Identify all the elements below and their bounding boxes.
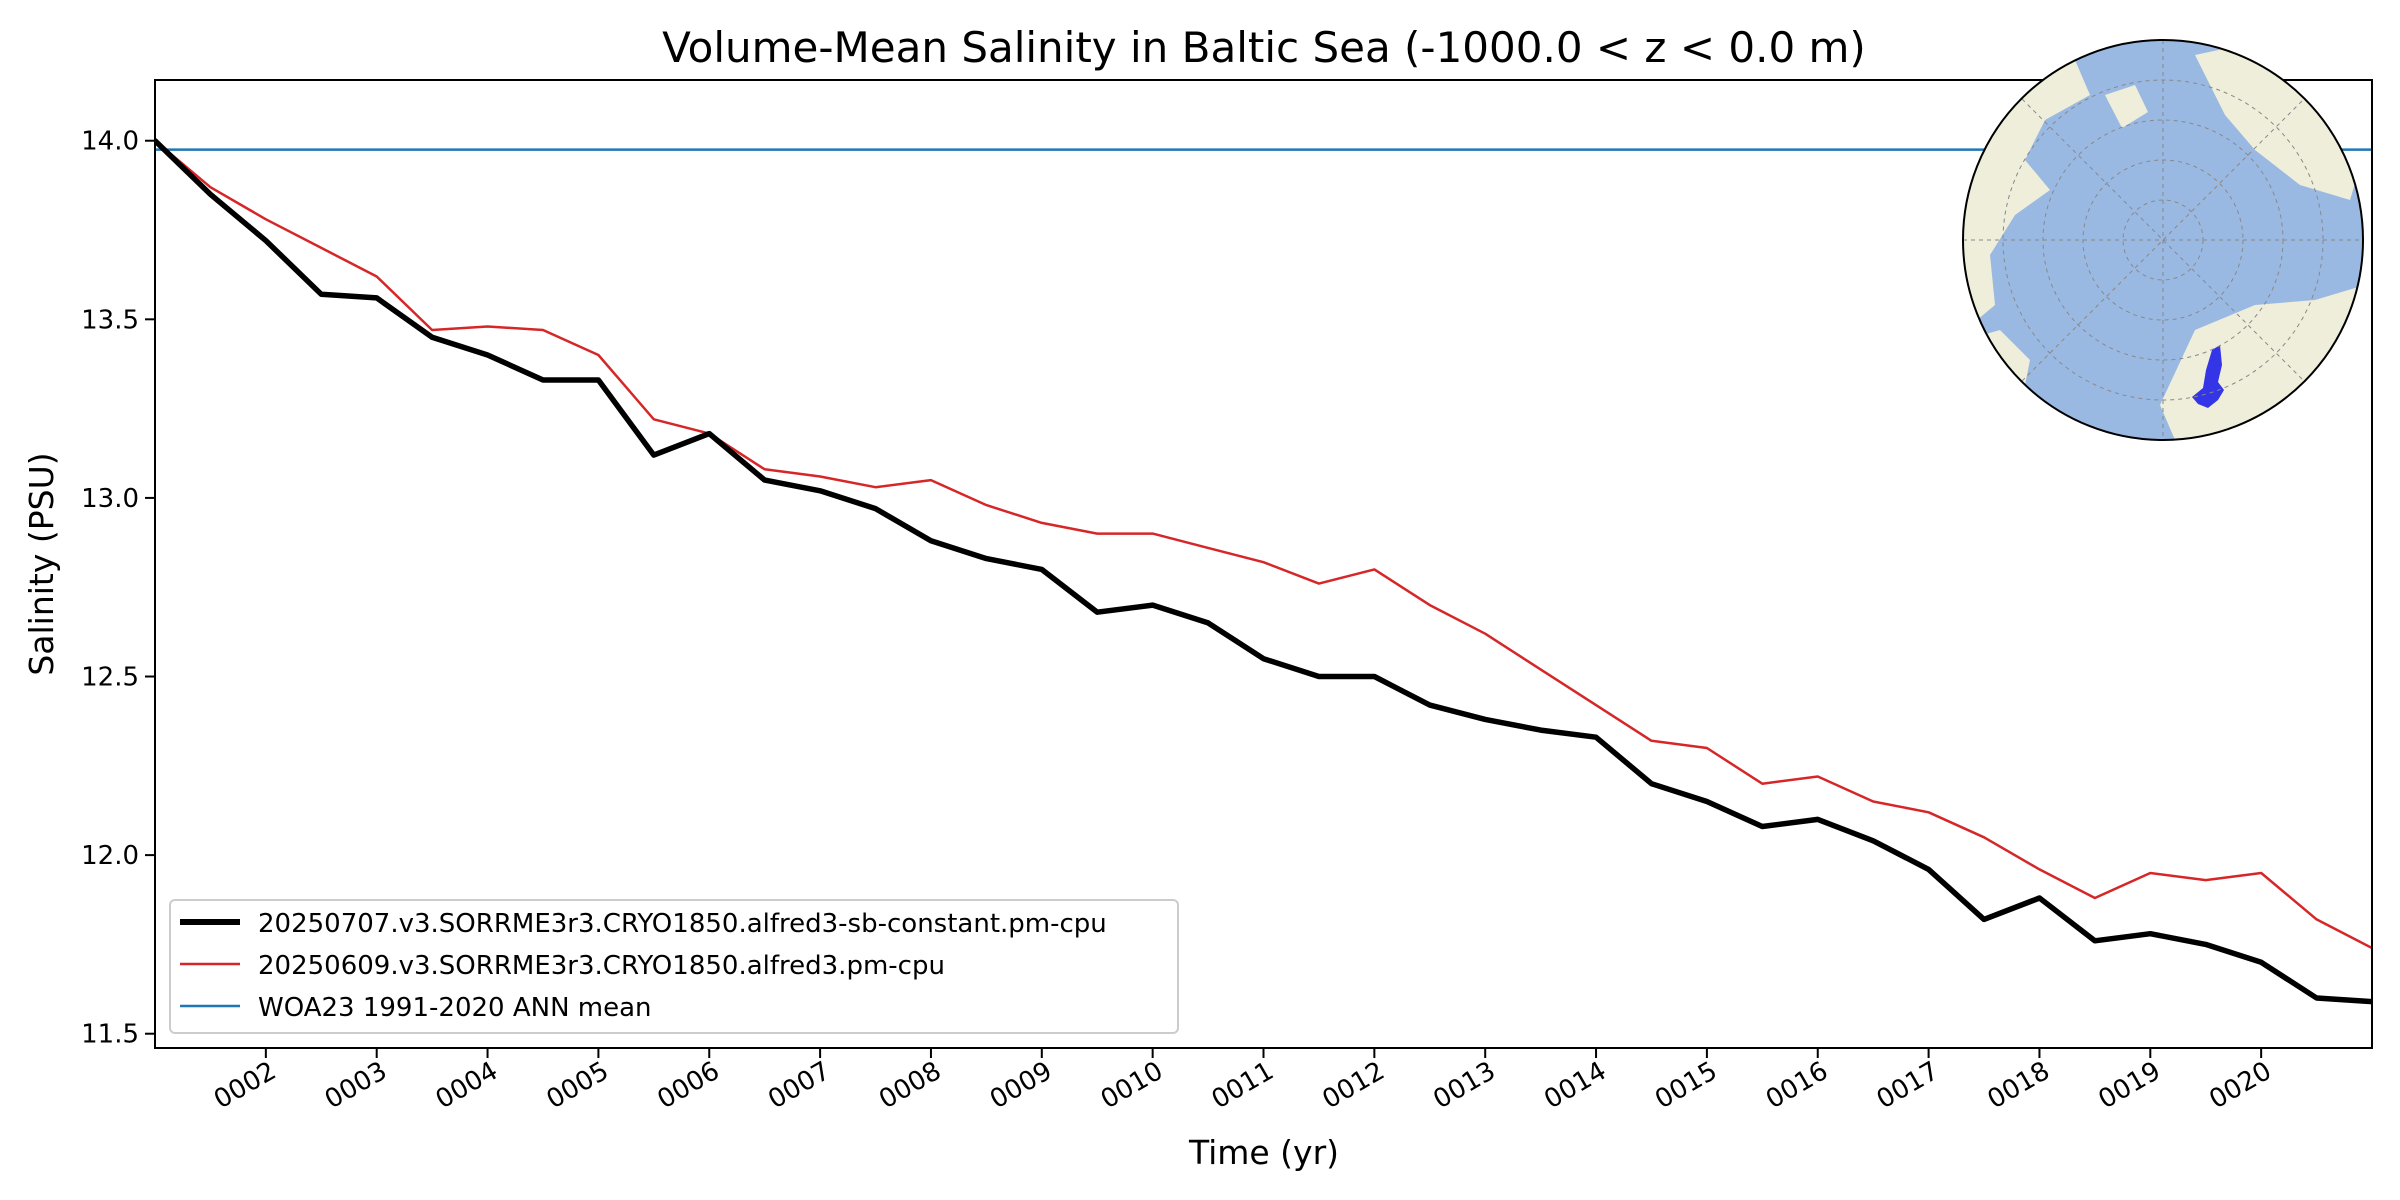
y-tick-label: 12.5 [81, 663, 139, 693]
y-tick-label: 14.0 [81, 127, 139, 157]
y-axis-ticks: 11.5 12.0 12.5 13.0 13.5 14.0 [81, 127, 155, 1050]
inset-border [1962, 39, 2364, 441]
inset-baltic-sea-region [2192, 345, 2224, 408]
legend-label-reference: WOA23 1991-2020 ANN mean [258, 993, 652, 1023]
series-layer [155, 137, 2372, 1005]
inset-land-arctic-islands [2105, 85, 2148, 128]
inset-land-asia [2195, 40, 2363, 200]
y-tick-label: 13.0 [81, 484, 139, 514]
y-axis-label: Salinity (PSU) [22, 452, 61, 675]
legend-box [169, 899, 1179, 1034]
inset-map [1962, 39, 2364, 441]
legend: 20250707.v3.SORRME3r3.CRYO1850.alfred3-s… [169, 899, 1179, 1034]
inset-graticule [1963, 40, 2363, 440]
legend-label-series-1: 20250707.v3.SORRME3r3.CRYO1850.alfred3-s… [258, 909, 1107, 939]
series-line-1 [155, 137, 2372, 1005]
y-tick-label: 12.0 [81, 841, 139, 871]
y-tick-label: 11.5 [81, 1020, 139, 1050]
y-tick-label: 13.5 [81, 305, 139, 335]
legend-label-series-2: 20250609.v3.SORRME3r3.CRYO1850.alfred3.p… [258, 951, 945, 981]
series-line-2 [155, 139, 2372, 950]
x-axis-label: Time (yr) [1188, 1133, 1339, 1172]
chart-title: Volume-Mean Salinity in Baltic Sea (-100… [662, 23, 1866, 72]
